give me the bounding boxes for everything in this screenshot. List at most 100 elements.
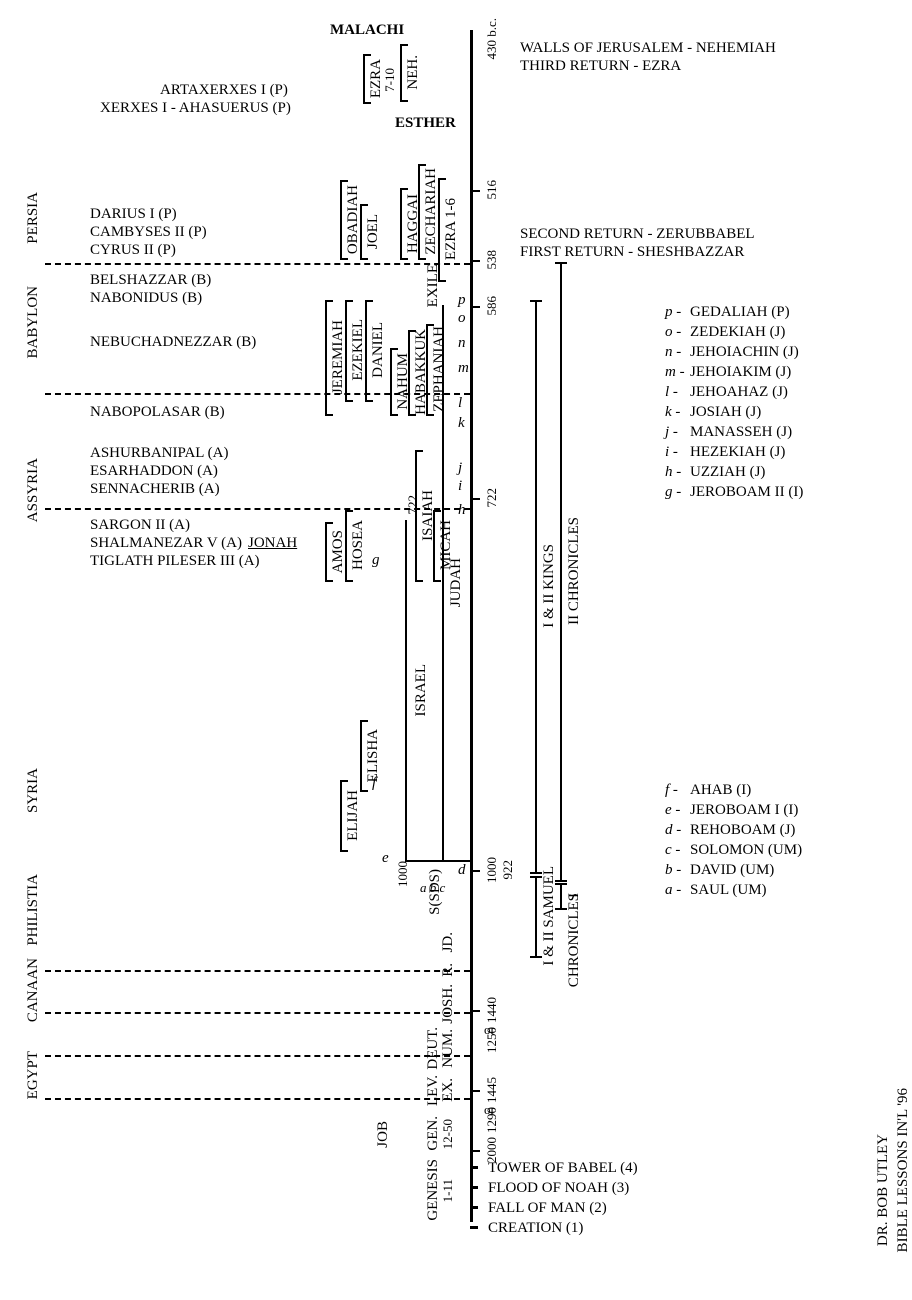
king-letter: l [458, 395, 462, 412]
year-label: 1440 [484, 997, 500, 1023]
book-span-line [360, 204, 362, 258]
book-span-line [325, 300, 327, 414]
book-span-line [433, 510, 435, 580]
ruler-label: TIGLATH PILESER III (A) [90, 553, 260, 570]
ruler-label: NABONIDUS (B) [90, 290, 202, 307]
book-label: JOB [375, 1121, 392, 1148]
book-label: EX. [440, 1078, 457, 1102]
king-letter: p [458, 292, 466, 309]
book-label: JD. [440, 932, 457, 952]
empire-label: BABYLON [25, 286, 42, 359]
book-span-line [363, 54, 365, 102]
book-label: 722 [405, 495, 421, 515]
king-key-name: DAVID (UM) [690, 862, 774, 879]
empire-label: SYRIA [25, 768, 42, 813]
empire-label: CANAAN [25, 958, 42, 1022]
book-label: I & II KINGS [541, 544, 558, 628]
king-letter: g [372, 552, 380, 569]
book-label: R. [440, 963, 457, 977]
book-span-line [390, 348, 392, 414]
book-label: ZEPHANIAH [431, 326, 448, 412]
empire-label: PHILISTIA [25, 874, 42, 946]
book-label: EXILE [425, 264, 442, 307]
book-span-line [340, 780, 342, 850]
book-span-line [400, 44, 402, 100]
timeline-chart: 430 b.c.MALACHIESTHERPERSIABABYLONASSYRI… [0, 0, 912, 1300]
primeval-event: FLOOD OF NOAH (3) [488, 1180, 629, 1197]
empire-label: ASSYRIA [25, 458, 42, 522]
king-key-name: JEHOIACHIN (J) [690, 344, 799, 361]
book-span-line [365, 300, 367, 400]
year-label-alt: 1290 [484, 1107, 500, 1133]
book-label: DANIEL [370, 322, 387, 378]
book-label: CHRONICLES [566, 893, 583, 987]
ruler-label: BELSHAZZAR (B) [90, 272, 211, 289]
year-label: 538 [484, 250, 500, 270]
ruler-label: CYRUS II (P) [90, 242, 176, 259]
ruler-label: NEBUCHADNEZZAR (B) [90, 334, 256, 351]
book-span-line [345, 300, 347, 400]
book-label: EZRA 1-6 [443, 198, 460, 260]
empire-divider [45, 263, 470, 265]
king-letter: a b c [420, 880, 445, 896]
primeval-event: TOWER OF BABEL (4) [488, 1160, 638, 1177]
book-label: 1-11 [440, 1179, 456, 1202]
king-key-symbol: h - [665, 464, 681, 481]
empire-label: PERSIA [25, 192, 42, 244]
book-label: 1000 [395, 861, 411, 887]
event-label: THIRD RETURN - EZRA [520, 58, 681, 75]
book-label: 12-50 [440, 1119, 456, 1149]
book-span-line [560, 883, 562, 908]
ruler-label: SARGON II (A) [90, 517, 190, 534]
king-letter: e [382, 850, 389, 867]
year-430bc: 430 b.c. [484, 18, 500, 60]
king-letter: n [458, 335, 466, 352]
event-label: FIRST RETURN - SHESHBAZZAR [520, 244, 744, 261]
ruler-label: NABOPOLASAR (B) [90, 404, 225, 421]
king-key-symbol: l - [665, 384, 678, 401]
book-label: HOSEA [350, 520, 367, 570]
king-key-symbol: o - [665, 324, 681, 341]
book-label: NUM. [440, 1029, 457, 1068]
book-span-line [360, 720, 362, 790]
book-span-line [345, 510, 347, 580]
event-label: WALLS OF JERUSALEM - NEHEMIAH [520, 40, 776, 57]
king-key-name: JEROBOAM II (I) [690, 484, 803, 501]
book-label: ELISHA [365, 729, 382, 782]
credit-line: BIBLE LESSONS IN'L '96 [895, 1088, 912, 1252]
book-span-line [418, 164, 420, 258]
king-letter: h [458, 502, 466, 519]
ruler-label: SHALMANEZAR V (A) [90, 535, 242, 552]
empire-label: EGYPT [25, 1051, 42, 1099]
book-label: ELIJAH [345, 790, 362, 841]
book-span-line [560, 262, 562, 880]
king-key-name: JEHOIAKIM (J) [690, 364, 791, 381]
primeval-event: CREATION (1) [488, 1220, 583, 1237]
king-key-name: MANASSEH (J) [690, 424, 792, 441]
year-label: 922 [500, 860, 516, 880]
year-label: 516 [484, 180, 500, 200]
king-key-name: JOSIAH (J) [690, 404, 761, 421]
ruler-label: SENNACHERIB (A) [90, 481, 220, 498]
king-key-symbol: g - [665, 484, 681, 501]
book-span-line [325, 522, 327, 580]
book-span-line [535, 876, 537, 956]
book-label: NEH. [405, 55, 422, 90]
ruler-label: XERXES I - AHASUERUS (P) [100, 100, 291, 117]
year-label: 1000 [484, 857, 500, 883]
king-letter: i [458, 478, 462, 495]
empire-divider [45, 970, 470, 972]
book-span-line [400, 188, 402, 258]
year-label: 1445 [484, 1077, 500, 1103]
ruler-label: DARIUS I (P) [90, 206, 177, 223]
main-axis [470, 30, 473, 1222]
year-label: 722 [484, 488, 500, 508]
king-key-name: UZZIAH (J) [690, 464, 765, 481]
king-letter: d [458, 862, 466, 879]
king-key-name: REHOBOAM (J) [690, 822, 795, 839]
king-letter: o [458, 310, 466, 327]
king-key-name: GEDALIAH (P) [690, 304, 790, 321]
book-label: I & II SAMUEL [541, 866, 558, 966]
king-key-name: JEROBOAM I (I) [690, 802, 798, 819]
ruler-label: ESARHADDON (A) [90, 463, 218, 480]
